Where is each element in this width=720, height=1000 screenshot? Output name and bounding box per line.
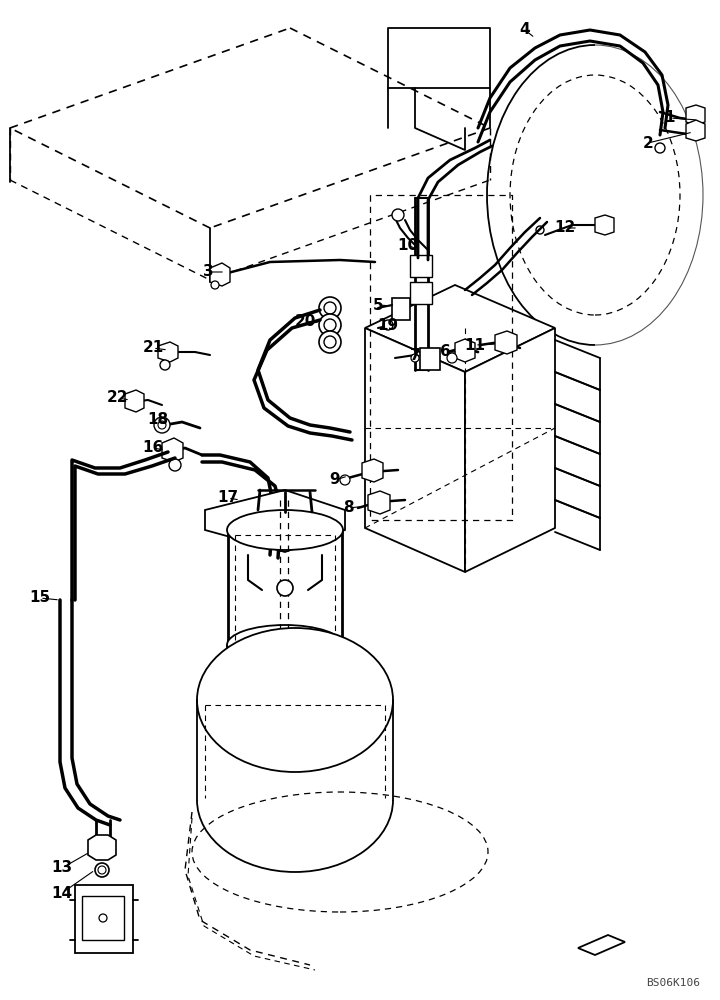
Text: 10: 10 <box>397 237 418 252</box>
Text: 4: 4 <box>520 22 531 37</box>
Text: 12: 12 <box>554 221 575 235</box>
Text: 15: 15 <box>30 590 50 605</box>
Text: 19: 19 <box>377 318 399 332</box>
Polygon shape <box>455 339 475 362</box>
Polygon shape <box>686 120 705 141</box>
Text: 5: 5 <box>373 298 383 312</box>
Polygon shape <box>465 328 555 572</box>
Polygon shape <box>495 331 517 354</box>
Circle shape <box>154 417 170 433</box>
Polygon shape <box>578 935 625 955</box>
Ellipse shape <box>227 510 343 550</box>
Text: BS06K106: BS06K106 <box>646 978 700 988</box>
Text: 17: 17 <box>217 490 238 506</box>
Ellipse shape <box>197 628 393 772</box>
Text: 13: 13 <box>51 860 73 876</box>
Circle shape <box>319 314 341 336</box>
Bar <box>420 348 440 370</box>
Bar <box>82 896 124 940</box>
Text: 21: 21 <box>143 340 163 356</box>
Circle shape <box>319 297 341 319</box>
Circle shape <box>392 209 404 221</box>
Text: 6: 6 <box>440 344 451 360</box>
Polygon shape <box>162 438 183 462</box>
Circle shape <box>324 319 336 331</box>
Circle shape <box>536 226 544 234</box>
Text: 20: 20 <box>294 314 315 330</box>
Circle shape <box>95 863 109 877</box>
Circle shape <box>158 421 166 429</box>
Polygon shape <box>205 490 345 552</box>
Bar <box>410 282 432 304</box>
Polygon shape <box>125 390 144 412</box>
Circle shape <box>277 580 293 596</box>
Polygon shape <box>595 215 614 235</box>
Circle shape <box>447 353 457 363</box>
Text: 3: 3 <box>203 264 213 279</box>
Ellipse shape <box>227 625 343 665</box>
Text: 9: 9 <box>330 473 341 488</box>
Circle shape <box>324 302 336 314</box>
Text: 8: 8 <box>343 500 354 516</box>
Polygon shape <box>362 459 383 482</box>
Text: 22: 22 <box>107 390 129 406</box>
Polygon shape <box>365 285 555 372</box>
Polygon shape <box>210 263 230 286</box>
Circle shape <box>655 143 665 153</box>
Polygon shape <box>686 105 705 125</box>
Bar <box>392 298 410 320</box>
Circle shape <box>319 331 341 353</box>
Polygon shape <box>158 342 178 362</box>
Circle shape <box>324 336 336 348</box>
Polygon shape <box>88 835 116 860</box>
Circle shape <box>411 354 419 362</box>
Text: 14: 14 <box>51 886 73 900</box>
Text: 2: 2 <box>643 135 653 150</box>
Circle shape <box>99 914 107 922</box>
Text: 18: 18 <box>148 412 168 428</box>
Text: 16: 16 <box>143 440 163 456</box>
Circle shape <box>160 360 170 370</box>
Text: 1: 1 <box>665 110 675 125</box>
Bar <box>75 885 133 953</box>
Circle shape <box>169 459 181 471</box>
Circle shape <box>383 320 393 330</box>
Text: 7: 7 <box>410 348 420 362</box>
Text: 11: 11 <box>464 338 485 353</box>
Bar <box>410 255 432 277</box>
Circle shape <box>340 475 350 485</box>
Circle shape <box>211 281 219 289</box>
Circle shape <box>98 866 106 874</box>
Polygon shape <box>368 491 390 514</box>
Polygon shape <box>365 328 465 572</box>
